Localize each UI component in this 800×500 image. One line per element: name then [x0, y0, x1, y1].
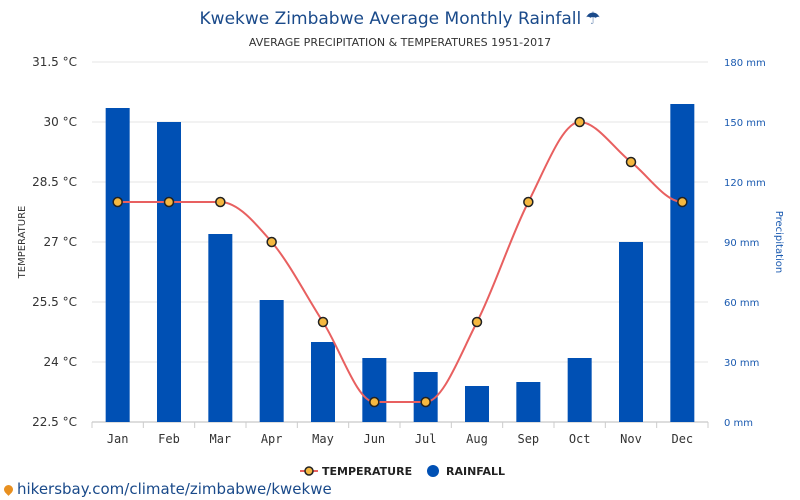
rainfall-bar[interactable]: [516, 382, 541, 422]
temperature-point[interactable]: [523, 196, 534, 208]
chart-title: Kwekwe Zimbabwe Average Monthly Rainfall…: [200, 9, 601, 29]
temperature-point[interactable]: [215, 196, 226, 208]
legend-item-temperature[interactable]: TEMPERATURE: [300, 465, 412, 478]
x-tick-label: Sep: [517, 432, 539, 446]
legend[interactable]: TEMPERATURE RAINFALL: [300, 465, 505, 478]
right-tick-label: 120 mm: [724, 178, 766, 189]
temperature-point[interactable]: [112, 196, 123, 208]
x-tick-label: Nov: [620, 432, 642, 446]
rainfall-bar[interactable]: [567, 358, 592, 422]
right-tick-label: 90 mm: [724, 238, 759, 249]
left-tick-label: 31.5 °C: [32, 55, 77, 69]
temperature-point[interactable]: [677, 196, 688, 208]
rainfall-bar[interactable]: [465, 386, 489, 422]
x-tick-label: Jul: [415, 432, 437, 446]
left-tick-label: 30 °C: [44, 115, 77, 129]
temperature-point[interactable]: [471, 316, 483, 328]
rainfall-bar[interactable]: [311, 342, 335, 422]
right-tick-label: 150 mm: [724, 118, 766, 129]
legend-bar-swatch: [427, 465, 439, 477]
right-tick-label: 60 mm: [724, 298, 759, 309]
legend-label-rainfall: RAINFALL: [446, 465, 505, 478]
x-tick-label: Oct: [569, 432, 591, 446]
rainfall-bar[interactable]: [105, 108, 130, 422]
x-tick-label: Mar: [209, 432, 231, 446]
x-tick-label: Jan: [107, 432, 129, 446]
rainfall-bar[interactable]: [208, 234, 233, 422]
left-tick-label: 24 °C: [44, 355, 77, 369]
x-axis: Jan Feb Mar Apr May Jun Jul Aug Sep Oct Nov Dec: [91, 422, 709, 446]
footer-link-text: hikersbay.com/climate/zimbabwe/kwekwe: [17, 480, 332, 498]
left-tick-label: 27 °C: [44, 235, 77, 249]
rainfall-bar[interactable]: [670, 104, 695, 422]
x-tick-label: Jun: [363, 432, 385, 446]
temperature-point[interactable]: [574, 116, 585, 128]
left-tick-label: 25.5 °C: [32, 295, 77, 309]
temperature-line-group: [112, 116, 688, 408]
x-tick-label: Dec: [671, 432, 693, 446]
umbrella-icon: ☂: [585, 9, 600, 29]
rainfall-bar[interactable]: [362, 358, 387, 422]
temperature-point[interactable]: [625, 156, 637, 168]
rainfall-bars: [105, 104, 695, 422]
left-axis: 22.5 °C 24 °C 25.5 °C 27 °C 28.5 °C 30 °C 31.5…: [32, 55, 77, 429]
temperature-point[interactable]: [369, 396, 380, 408]
legend-label-temperature: TEMPERATURE: [322, 465, 412, 478]
chart-subtitle: AVERAGE PRECIPITATION & TEMPERATURES 195…: [249, 36, 551, 49]
rainfall-bar[interactable]: [619, 242, 643, 422]
footer-link[interactable]: hikersbay.com/climate/zimbabwe/kwekwe: [2, 480, 332, 498]
x-tick-label: Aug: [466, 432, 488, 446]
right-tick-label: 180 mm: [724, 58, 766, 69]
right-tick-label: 0 mm: [724, 418, 753, 429]
left-tick-label: 22.5 °C: [32, 415, 77, 429]
legend-marker-swatch: [304, 466, 314, 476]
grid: [92, 61, 708, 423]
temperature-line: [117, 120, 683, 403]
location-pin-icon: [2, 483, 15, 496]
x-tick-label: Feb: [158, 432, 180, 446]
temperature-point[interactable]: [266, 236, 277, 248]
temperature-point[interactable]: [163, 196, 175, 208]
legend-item-rainfall[interactable]: RAINFALL: [427, 465, 505, 478]
right-axis: 0 mm 30 mm 60 mm 90 mm 120 mm 150 mm 180 mm: [724, 58, 766, 429]
right-tick-label: 30 mm: [724, 358, 759, 369]
temperature-point[interactable]: [317, 316, 329, 328]
rainfall-bar[interactable]: [157, 122, 181, 422]
x-tick-label: May: [312, 432, 334, 446]
left-tick-label: 28.5 °C: [32, 175, 77, 189]
right-axis-label: Precipitation: [773, 211, 784, 274]
rainfall-bar[interactable]: [259, 300, 284, 422]
temperature-point[interactable]: [420, 396, 431, 408]
left-axis-label: TEMPERATURE: [17, 206, 28, 280]
x-tick-label: Apr: [261, 432, 283, 446]
